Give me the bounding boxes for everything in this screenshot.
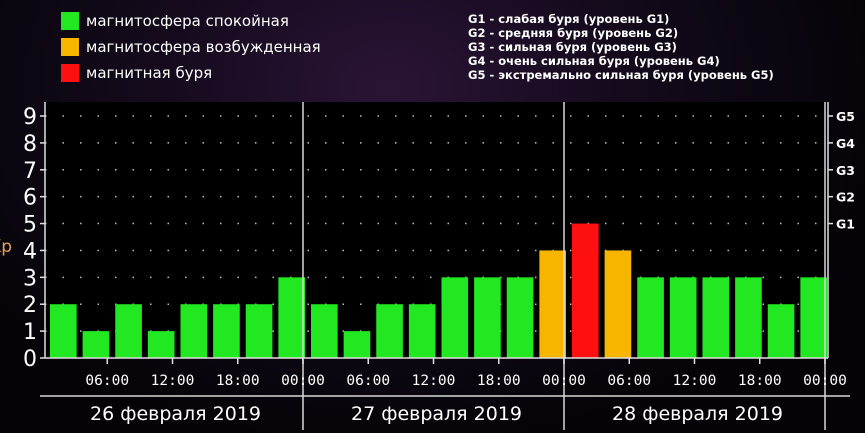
day-label: 27 февраля 2019 <box>351 403 522 425</box>
bar-7 <box>278 277 305 358</box>
bar-18 <box>637 277 664 358</box>
legend-label-2: магнитная буря <box>86 64 212 82</box>
bar-6 <box>245 304 273 358</box>
y-tick-label: 1 <box>23 320 37 345</box>
day-label: 26 февраля 2019 <box>90 403 261 425</box>
storm-level-1: G1 - слабая буря (уровень G1) <box>468 12 669 26</box>
bar-0 <box>50 304 77 358</box>
x-tick-label: 12:00 <box>673 373 717 389</box>
y-tick-label: 6 <box>23 186 37 211</box>
x-axis: 06:00 12:00 18:00 00:00 06:00 12:00 18:00 00:00… <box>85 358 847 389</box>
legend-swatch-1 <box>61 38 79 56</box>
legend-label-1: магнитосфера возбужденная <box>86 38 321 56</box>
bar-8 <box>311 304 338 358</box>
bar-11 <box>408 304 436 358</box>
storm-level-3: G3 - сильная буря (уровень G3) <box>468 40 677 54</box>
bar-10 <box>376 304 403 358</box>
legend-swatch-0 <box>61 12 79 30</box>
day-label: 28 февраля 2019 <box>612 403 783 425</box>
x-tick-label: 06:00 <box>85 373 129 389</box>
bar-16 <box>572 223 599 358</box>
legend-swatch-2 <box>61 64 79 82</box>
storm-level-axis: G1 G2 G3 G4 G5 <box>828 109 855 232</box>
x-tick-label: 18:00 <box>477 373 521 389</box>
y-tick-label: 2 <box>23 293 37 318</box>
legend-label-0: магнитосфера спокойная <box>86 12 289 30</box>
y-tick-label: 8 <box>23 132 37 157</box>
x-tick-label: 12:00 <box>151 373 195 389</box>
storm-level-2: G2 - средняя буря (уровень G2) <box>468 26 678 40</box>
x-tick-label: 18:00 <box>216 373 260 389</box>
y-tick-label: 0 <box>23 347 37 372</box>
x-tick-label: 12:00 <box>412 373 456 389</box>
x-tick-label: 00:00 <box>281 373 325 389</box>
y-tick-label: 7 <box>23 159 37 184</box>
g-tick-label: G2 <box>836 190 855 205</box>
bar-20 <box>702 277 730 358</box>
g-tick-label: G4 <box>836 136 855 151</box>
x-tick-label: 00:00 <box>803 373 847 389</box>
x-tick-label: 18:00 <box>738 373 782 389</box>
y-tick-label: 4 <box>23 239 37 264</box>
x-tick-label: 06:00 <box>346 373 390 389</box>
bar-2 <box>115 304 142 358</box>
storm-level-5: G5 - экстремально сильная буря (уровень … <box>468 68 774 82</box>
x-tick-label: 06:00 <box>607 373 651 389</box>
y-axis-label: Kp <box>0 237 12 257</box>
bar-3 <box>147 331 175 358</box>
bar-23 <box>800 277 827 358</box>
y-tick-label: 3 <box>23 266 37 291</box>
bar-14 <box>506 277 534 358</box>
x-tick-label: 00:00 <box>542 373 586 389</box>
plot-area <box>45 102 828 358</box>
storm-level-4: G4 - очень сильная буря (уровень G4) <box>468 54 720 68</box>
bar-21 <box>735 277 762 358</box>
bars <box>50 223 827 358</box>
bar-15 <box>539 250 566 358</box>
bar-5 <box>213 304 240 358</box>
legend-left: магнитосфера спокойная магнитосфера возбу… <box>61 12 321 82</box>
g-tick-label: G3 <box>836 163 855 178</box>
storm-level-legend: G1 - слабая буря (уровень G1)G2 - средня… <box>468 12 774 82</box>
bar-1 <box>82 331 110 358</box>
axes <box>40 102 850 430</box>
g-tick-label: G1 <box>836 217 855 232</box>
bar-19 <box>669 277 697 358</box>
bar-17 <box>604 250 632 358</box>
bar-22 <box>767 304 795 358</box>
g-tick-label: G5 <box>836 109 855 124</box>
bar-12 <box>441 277 469 358</box>
day-labels: 26 февраля 2019 27 февраля 2019 28 февраля… <box>90 403 783 425</box>
bar-4 <box>180 304 208 358</box>
y-tick-label: 5 <box>23 213 37 238</box>
bar-13 <box>474 277 501 358</box>
bar-9 <box>343 331 371 358</box>
y-tick-label: 9 <box>23 105 37 130</box>
